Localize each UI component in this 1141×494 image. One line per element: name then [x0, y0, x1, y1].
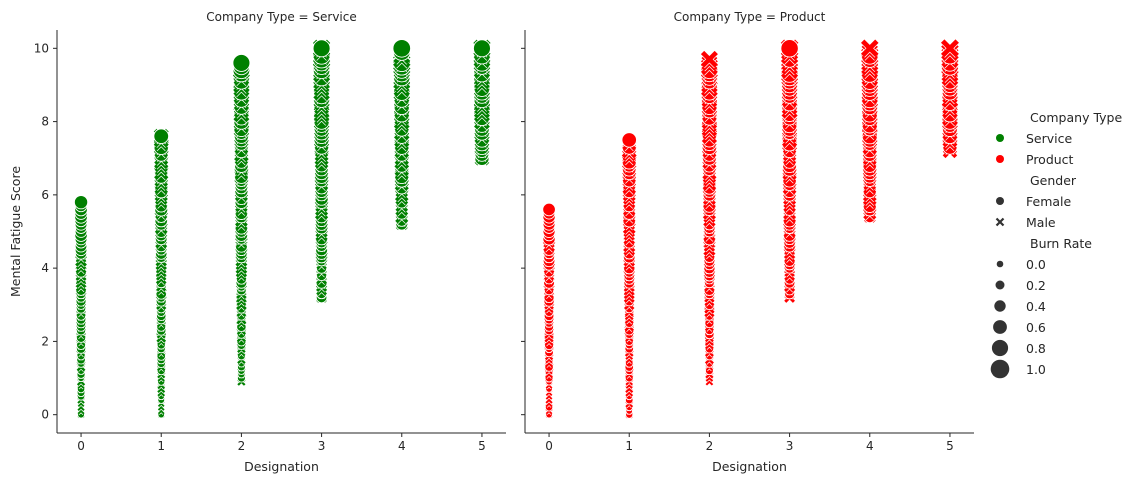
y-tick-label: 10 — [34, 41, 49, 55]
x-marker-stroke — [940, 39, 959, 58]
x-axis-title: Designation — [244, 459, 319, 474]
legend-title-company-type: Company Type — [1030, 110, 1122, 125]
x-tick-label: 3 — [786, 439, 794, 453]
facet-panel-service: Company Type = Service 0 1 2 3 4 5 0 2 4 6 8 10 Desig… — [34, 10, 506, 474]
x-tick-label: 0 — [77, 439, 85, 453]
facet-panel-product: Company Type = Product 0 1 2 3 4 5 Designation — [521, 10, 974, 474]
legend-label-service: Service — [1026, 131, 1073, 146]
legend-label-burn-rate: 0.0 — [1026, 257, 1046, 272]
x-axis-title: Designation — [712, 459, 787, 474]
x-marker-stroke — [995, 217, 1005, 227]
point-male — [860, 39, 880, 58]
legend-size-marker — [990, 359, 1010, 379]
x-tick-label: 2 — [238, 439, 246, 453]
data-points — [542, 38, 960, 419]
panel-title: Company Type = Product — [674, 10, 826, 24]
legend: Company Type Service Product Gender Female Ma… — [990, 110, 1122, 379]
y-tick-label: 8 — [41, 115, 49, 129]
legend-size-marker — [996, 260, 1004, 268]
legend-size-marker — [995, 280, 1005, 290]
point-male — [940, 38, 960, 58]
x-tick-label: 4 — [398, 439, 406, 453]
legend-marker-male — [995, 217, 1005, 227]
point-female — [780, 39, 799, 58]
y-tick-label: 0 — [41, 408, 49, 422]
y-tick-label: 4 — [41, 261, 49, 275]
legend-label-burn-rate: 0.8 — [1026, 341, 1046, 356]
panel-title: Company Type = Service — [206, 10, 357, 24]
point-male — [700, 50, 719, 69]
x-tick-label: 1 — [625, 439, 633, 453]
x-tick-label: 0 — [545, 439, 553, 453]
point-female — [621, 132, 637, 148]
legend-marker-service — [996, 134, 1004, 142]
x-tick-label: 3 — [318, 439, 326, 453]
y-tick-label: 2 — [41, 334, 49, 348]
y-axis-title: Mental Fatigue Score — [8, 166, 23, 297]
legend-label-burn-rate: 1.0 — [1026, 362, 1046, 377]
legend-label-male: Male — [1026, 215, 1056, 230]
data-points — [73, 39, 492, 419]
legend-label-product: Product — [1026, 152, 1074, 167]
legend-size-marker — [993, 320, 1007, 334]
point-female — [232, 54, 251, 72]
legend-label-burn-rate: 0.4 — [1026, 299, 1046, 314]
x-marker-stroke — [700, 50, 718, 68]
x-marker-stroke — [860, 39, 879, 58]
point-female — [312, 39, 331, 58]
x-tick-label: 5 — [478, 439, 486, 453]
x-tick-label: 4 — [866, 439, 874, 453]
x-tick-label: 1 — [157, 439, 165, 453]
point-female — [153, 128, 170, 145]
point-female — [542, 202, 556, 217]
legend-marker-product — [996, 155, 1004, 163]
legend-title-gender: Gender — [1030, 173, 1077, 188]
legend-size-marker — [991, 339, 1009, 357]
x-tick-label: 2 — [706, 439, 714, 453]
point-female — [392, 39, 412, 58]
point-female — [73, 195, 89, 210]
legend-title-burn-rate: Burn Rate — [1030, 236, 1092, 251]
point-female — [472, 39, 491, 58]
legend-label-female: Female — [1026, 194, 1072, 209]
y-tick-label: 6 — [41, 188, 49, 202]
legend-marker-female — [996, 197, 1004, 205]
legend-size-marker — [994, 300, 1006, 312]
x-tick-label: 5 — [946, 439, 954, 453]
legend-label-burn-rate: 0.2 — [1026, 278, 1046, 293]
legend-label-burn-rate: 0.6 — [1026, 320, 1046, 335]
